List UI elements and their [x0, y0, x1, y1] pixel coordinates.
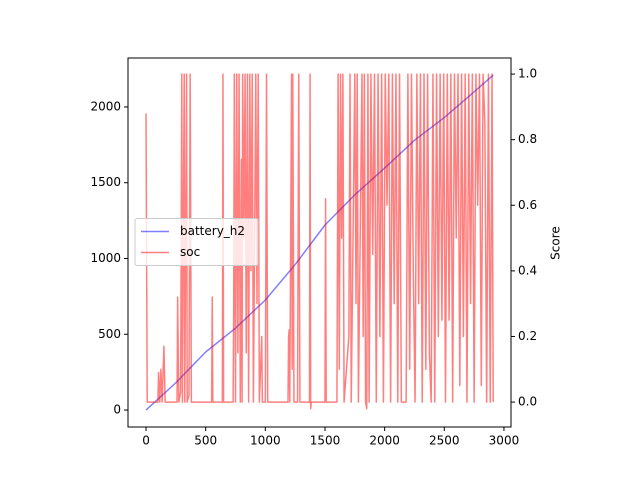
- legend-label: soc: [180, 245, 200, 259]
- y2-tick-label: 0.0: [518, 395, 537, 409]
- y2-tick-label: 0.6: [518, 198, 537, 212]
- y2-tick-label: 0.8: [518, 132, 537, 146]
- y2-tick-label: 0.2: [518, 329, 537, 343]
- y-tick-label: 0: [113, 403, 121, 417]
- y-tick-label: 2000: [90, 99, 121, 113]
- legend-label: battery_h2: [180, 224, 245, 238]
- x-tick-label: 500: [194, 434, 217, 448]
- y-tick-label: 1000: [90, 251, 121, 265]
- x-tick-label: 1500: [310, 434, 341, 448]
- y-tick-label: 1500: [90, 175, 121, 189]
- y2-axis-label: Score: [549, 226, 563, 260]
- x-tick-label: 2500: [429, 434, 460, 448]
- plot-frame: [127, 57, 512, 428]
- x-tick-label: 1000: [250, 434, 281, 448]
- x-tick-label: 3000: [489, 434, 520, 448]
- y-tick-label: 500: [98, 327, 121, 341]
- x-tick-label: 2000: [369, 434, 400, 448]
- legend-box: [134, 218, 259, 266]
- x-tick-label: 0: [142, 434, 150, 448]
- series-line: [145, 73, 494, 410]
- y2-tick-label: 0.4: [518, 263, 537, 277]
- y2-tick-label: 1.0: [518, 67, 537, 81]
